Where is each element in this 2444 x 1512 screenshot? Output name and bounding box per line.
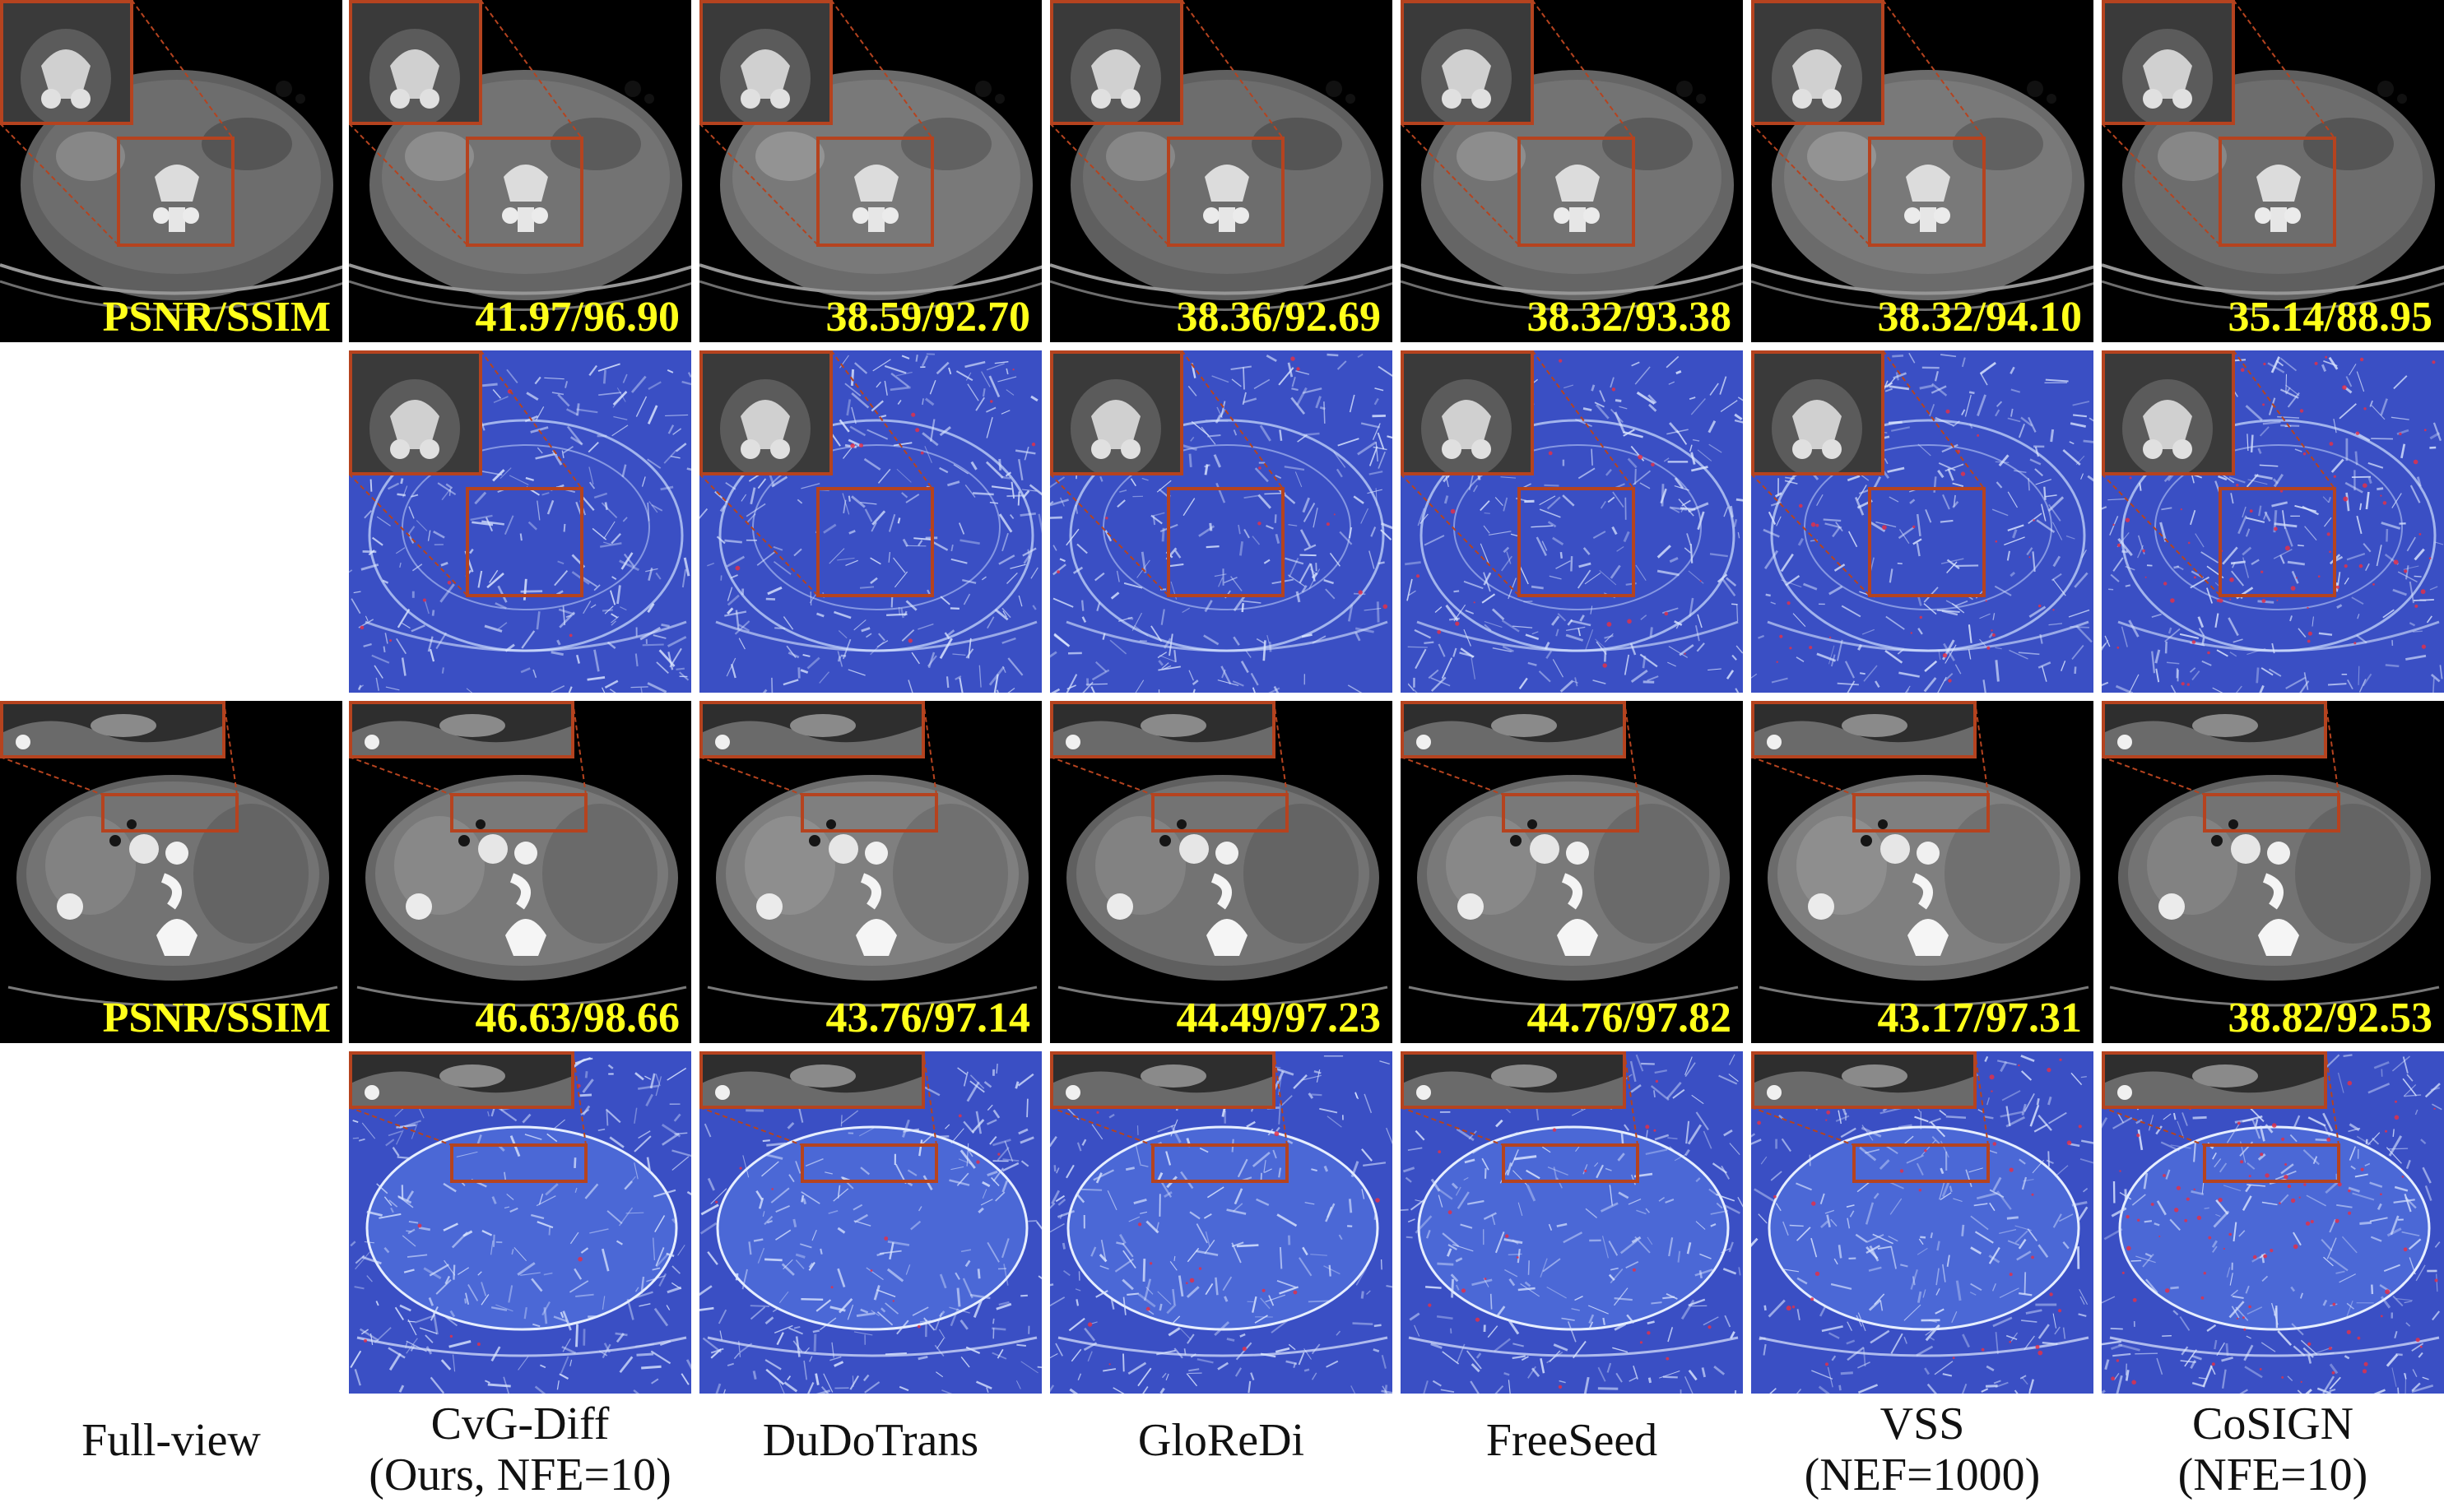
case2-ct-gloredi-panel: 44.49/97.23 <box>1050 701 1392 1043</box>
cvg-diff-label-line: (Ours, NFE=10) <box>369 1449 671 1500</box>
case2-error-freeseed-panel <box>1401 1051 1743 1394</box>
dudotrans-label-line: DuDoTrans <box>762 1415 979 1466</box>
case1-ct-full-view-metric: PSNR/SSIM <box>102 294 331 341</box>
case1-ct-cosign-metric: 35.14/88.95 <box>2228 294 2432 341</box>
case1-ct-gloredi-panel: 38.36/92.69 <box>1050 0 1392 342</box>
case2-error-vss-panel <box>1751 1051 2093 1394</box>
vss-label-line: VSS <box>1879 1398 1965 1449</box>
case1-ct-full-view-panel: PSNR/SSIM <box>0 0 342 342</box>
freeseed-column-label: FreeSeed <box>1396 1415 1747 1466</box>
case2-ct-full-view-panel: PSNR/SSIM <box>0 701 342 1043</box>
cosign-column-label: CoSIGN (NFE=10) <box>2098 1398 2444 1500</box>
cvg-diff-column-label: CvG-Diff (Ours, NFE=10) <box>345 1398 695 1500</box>
case2-ct-vss-panel: 43.17/97.31 <box>1751 701 2093 1043</box>
case1-ct-freeseed-panel: 38.32/93.38 <box>1401 0 1743 342</box>
case1-ct-dudotrans-panel: 38.59/92.70 <box>699 0 1042 342</box>
case1-ct-gloredi-metric: 38.36/92.69 <box>1176 294 1381 341</box>
case1-ct-cvg-diff-metric: 41.97/96.90 <box>475 294 680 341</box>
case2-error-cvg-diff-panel <box>349 1051 691 1394</box>
cosign-label-line: CoSIGN <box>2191 1398 2354 1449</box>
case1-error-freeseed-panel <box>1401 350 1743 693</box>
case2-ct-vss-metric: 43.17/97.31 <box>1877 995 2082 1041</box>
vss-label-line: (NEF=1000) <box>1804 1449 2041 1500</box>
case2-ct-full-view-metric: PSNR/SSIM <box>102 995 331 1041</box>
case1-ct-vss-metric: 38.32/94.10 <box>1877 294 2082 341</box>
case1-ct-cosign-panel: 35.14/88.95 <box>2102 0 2444 342</box>
gloredi-column-label: GloReDi <box>1046 1415 1396 1466</box>
case1-error-cvg-diff-panel <box>349 350 691 693</box>
case2-ct-gloredi-metric: 44.49/97.23 <box>1176 995 1381 1041</box>
cosign-label-line: (NFE=10) <box>2177 1449 2368 1500</box>
case2-ct-cvg-diff-panel: 46.63/98.66 <box>349 701 691 1043</box>
case2-error-dudotrans-panel <box>699 1051 1042 1394</box>
case2-ct-cvg-diff-metric: 46.63/98.66 <box>475 995 680 1041</box>
cvg-diff-label-line: CvG-Diff <box>430 1398 610 1449</box>
case1-ct-vss-panel: 38.32/94.10 <box>1751 0 2093 342</box>
case1-error-vss-panel <box>1751 350 2093 693</box>
case2-ct-cosign-metric: 38.82/92.53 <box>2228 995 2432 1041</box>
vss-column-label: VSS (NEF=1000) <box>1747 1398 2098 1500</box>
case2-error-cosign-panel <box>2102 1051 2444 1394</box>
case2-ct-freeseed-panel: 44.76/97.82 <box>1401 701 1743 1043</box>
dudotrans-column-label: DuDoTrans <box>695 1415 1046 1466</box>
gloredi-label-line: GloReDi <box>1137 1415 1305 1466</box>
case2-error-gloredi-panel <box>1050 1051 1392 1394</box>
case2-ct-freeseed-metric: 44.76/97.82 <box>1526 995 1731 1041</box>
case2-ct-dudotrans-panel: 43.76/97.14 <box>699 701 1042 1043</box>
case1-error-gloredi-panel <box>1050 350 1392 693</box>
case1-error-dudotrans-panel <box>699 350 1042 693</box>
case1-ct-dudotrans-metric: 38.59/92.70 <box>825 294 1030 341</box>
freeseed-label-line: FreeSeed <box>1485 1415 1658 1466</box>
case1-error-cosign-panel <box>2102 350 2444 693</box>
case1-ct-cvg-diff-panel: 41.97/96.90 <box>349 0 691 342</box>
full-view-column-label: Full-view <box>0 1415 346 1466</box>
case1-ct-freeseed-metric: 38.32/93.38 <box>1526 294 1731 341</box>
case2-ct-cosign-panel: 38.82/92.53 <box>2102 701 2444 1043</box>
case2-ct-dudotrans-metric: 43.76/97.14 <box>825 995 1030 1041</box>
full-view-label-line: Full-view <box>81 1415 261 1466</box>
